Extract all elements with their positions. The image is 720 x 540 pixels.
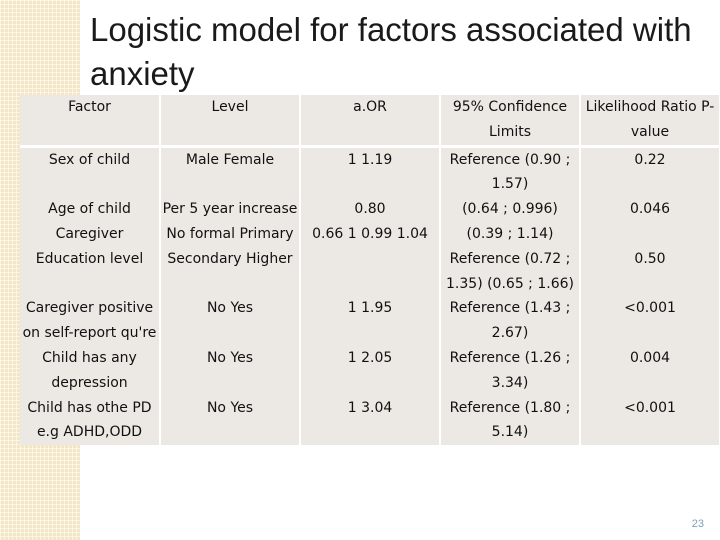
table-row: Caregiver Education level No formal Prim… [20,221,719,297]
table-row: Age of child Per 5 year increase 0.80 (0… [20,197,719,222]
cell-level: No formal Primary Secondary Higher [160,221,301,297]
cell-confidence-limits: Reference (1.43 ; 2.67) [440,296,581,346]
cell-level: No Yes [160,395,301,446]
cell-confidence-limits: (0.39 ; 1.14) Reference (0.72 ; 1.35) (0… [440,221,581,297]
cell-factor: Caregiver positive on self-report qu're [20,296,161,346]
table-header-row: Factor Level a.OR 95% Confidence Limits … [20,95,719,148]
results-table: Factor Level a.OR 95% Confidence Limits … [20,95,719,446]
table-row: Sex of child Male Female 1 1.19 Referenc… [20,146,719,198]
header-confidence-limits: 95% Confidence Limits [440,95,581,148]
cell-factor: Child has othe PD e.g ADHD,ODD [20,395,161,446]
cell-factor: Sex of child [20,146,161,198]
cell-p-value: <0.001 [580,296,719,346]
cell-factor: Caregiver Education level [20,221,161,297]
cell-p-value: 0.046 [580,197,719,222]
cell-level: Male Female [160,146,301,198]
header-factor: Factor [20,95,161,148]
cell-level: No Yes [160,345,301,396]
cell-confidence-limits: Reference (0.90 ; 1.57) [440,146,581,198]
cell-aor: 0.66 1 0.99 1.04 [300,221,441,297]
cell-aor: 1 1.95 [300,296,441,346]
cell-aor: 1 1.19 [300,146,441,198]
cell-aor: 1 3.04 [300,395,441,446]
cell-p-value: 0.004 [580,345,719,396]
cell-factor: Child has any depression [20,345,161,396]
cell-p-value: <0.001 [580,395,719,446]
cell-level: No Yes [160,296,301,346]
cell-level: Per 5 year increase [160,197,301,222]
cell-confidence-limits: (0.64 ; 0.996) [440,197,581,222]
header-aor: a.OR [300,95,441,148]
header-level: Level [160,95,301,148]
table-row: Child has othe PD e.g ADHD,ODD No Yes 1 … [20,395,719,446]
table-row: Child has any depression No Yes 1 2.05 R… [20,345,719,396]
cell-confidence-limits: Reference (1.80 ; 5.14) [440,395,581,446]
cell-factor: Age of child [20,197,161,222]
cell-confidence-limits: Reference (1.26 ; 3.34) [440,345,581,396]
page-number: 23 [691,518,704,530]
cell-aor: 0.80 [300,197,441,222]
cell-aor: 1 2.05 [300,345,441,396]
header-likelihood-ratio: Likelihood Ratio P-value [580,95,719,148]
cell-p-value: 0.22 [580,146,719,198]
cell-p-value: 0.50 [580,221,719,297]
slide-title: Logistic model for factors associated wi… [90,11,692,92]
table-row: Caregiver positive on self-report qu're … [20,296,719,346]
